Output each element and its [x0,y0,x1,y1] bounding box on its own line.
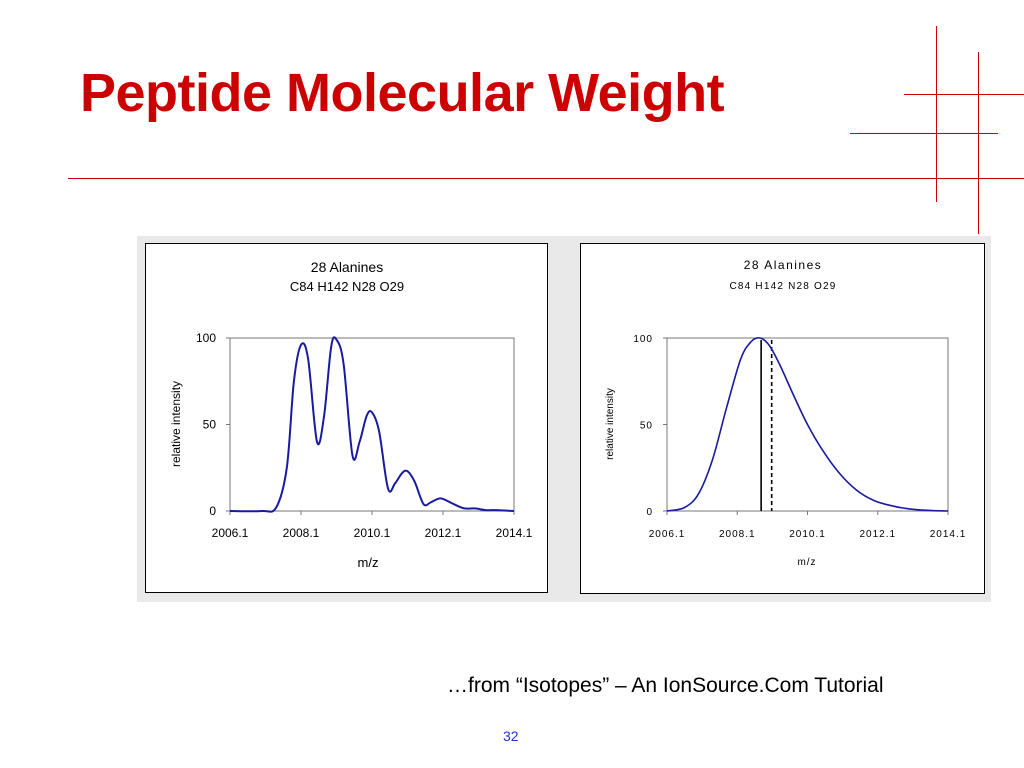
chart-1-subtitle: C84 H142 N28 O29 [290,279,404,294]
chart-2-series-line [666,337,949,512]
chart-2-ytick-label: 50 [640,421,653,432]
chart-1-ytick-label: 100 [196,331,216,345]
chart-1-series-line [229,336,515,513]
chart-1-xtick-label: 2012.1 [425,526,462,540]
chart-1-xtick-label: 2010.1 [354,526,391,540]
chart-2-ylabel: relative intensity [605,388,616,460]
chart-1-svg: 28 Alanines C84 H142 N28 O29 0 50 100 2006.… [169,259,533,570]
chart-1-ytick-label: 0 [209,504,216,518]
decorative-line-h2 [850,133,998,134]
chart-2-xlabel: m/z [797,557,816,568]
chart-1-ylabel: relative intensity [169,381,183,467]
chart-1-plot-area [229,337,515,512]
decorative-line-h1 [904,94,1024,95]
chart-2-svg: 28 Alanines C84 H142 N28 O29 0 50 100 2006.… [605,258,967,568]
decorative-line-v1 [936,26,937,202]
chart-1-ytick-label: 50 [203,418,217,432]
chart-2-xtick-label: 2010.1 [789,529,826,540]
page-number: 32 [503,728,519,744]
chart-1-xlabel: m/z [358,555,379,570]
chart-2-ytick-label: 0 [646,507,653,518]
chart-2-title: 28 Alanines [744,258,823,272]
chart-1-title: 28 Alanines [311,259,383,275]
title-divider [68,178,1024,179]
chart-2: 28 Alanines C84 H142 N28 O29 0 50 100 2006.… [580,243,985,594]
slide-title: Peptide Molecular Weight [80,63,725,123]
chart-2-xtick-label: 2008.1 [719,529,756,540]
chart-2-xtick-label: 2006.1 [649,529,686,540]
source-caption: …from “Isotopes” – An IonSource.Com Tuto… [447,674,884,697]
chart-1: 28 Alanines C84 H142 N28 O29 0 50 100 2006.… [145,243,548,593]
decorative-line-v2 [978,52,979,234]
chart-1-xtick-label: 2006.1 [212,526,249,540]
chart-2-xtick-label: 2014.1 [930,529,967,540]
chart-1-xtick-label: 2014.1 [496,526,533,540]
chart-2-ytick-label: 100 [633,334,653,345]
chart-2-xtick-label: 2012.1 [859,529,896,540]
chart-1-xtick-label: 2008.1 [283,526,320,540]
chart-2-subtitle: C84 H142 N28 O29 [729,281,836,292]
